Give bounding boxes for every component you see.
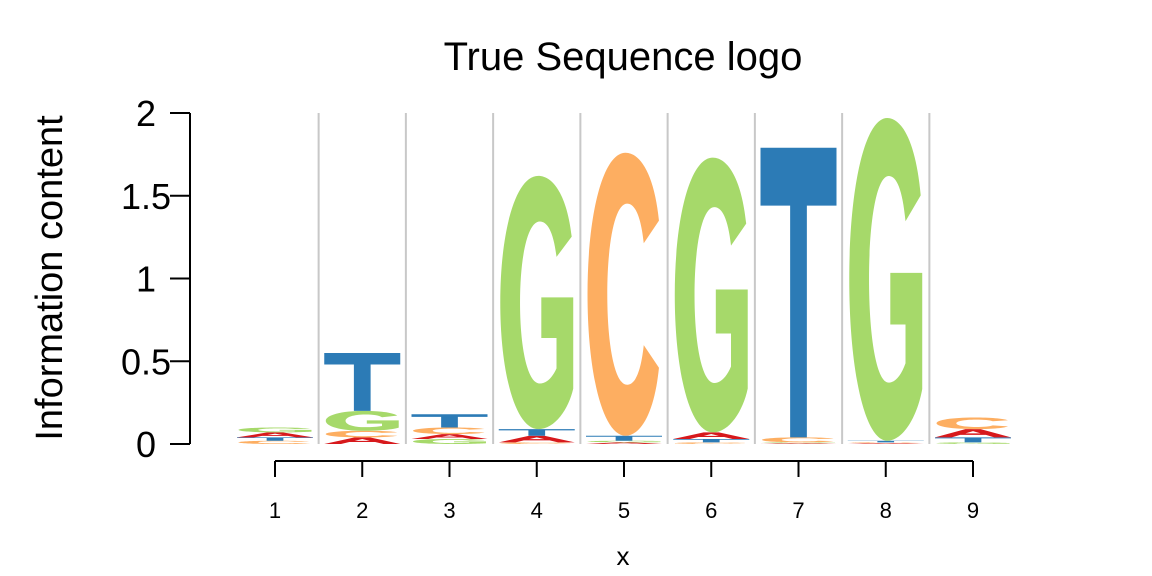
logo-letter-A: [673, 432, 750, 440]
grid-lines: [317, 113, 931, 444]
y-tick-label: 0.5: [121, 341, 171, 382]
logo-letter-A: [324, 437, 401, 444]
logo-letter-T: [324, 352, 401, 411]
logo-letter-T: [760, 147, 837, 438]
x-tick-label: 5: [618, 498, 630, 523]
logo-stack-8: [847, 117, 924, 444]
logo-letter-C: [762, 437, 834, 443]
logo-stack-5: [586, 152, 662, 444]
logo-stack-2: [324, 352, 401, 444]
logo-letter-A: [237, 432, 313, 438]
logo-letter-C: [325, 430, 398, 438]
logo-letter-T: [935, 437, 1011, 443]
logo-letter-C: [413, 427, 485, 435]
logo-letter-T: [673, 439, 750, 443]
x-tick-label: 9: [967, 498, 979, 523]
logo-letter-C: [674, 442, 747, 444]
logo-letter-G: [413, 439, 486, 444]
logo-letter-C: [500, 442, 572, 444]
logo-stack-4: [498, 175, 575, 444]
logo-letter-G: [674, 157, 748, 433]
logo-stacks: [237, 117, 1011, 444]
y-tick-label: 1: [136, 259, 156, 300]
y-tick-label: 2: [136, 93, 156, 134]
logo-letter-A: [586, 442, 662, 444]
logo-letter-A: [847, 443, 924, 444]
logo-letter-G: [849, 117, 923, 441]
logo-stack-6: [673, 157, 750, 444]
x-tick-label: 7: [792, 498, 804, 523]
chart-title: True Sequence logo: [444, 35, 803, 79]
logo-letter-G: [238, 427, 312, 433]
x-tick-label: 6: [705, 498, 717, 523]
x-tick-label: 4: [531, 498, 543, 523]
logo-letter-C: [936, 417, 1008, 430]
logo-letter-T: [411, 414, 488, 428]
logo-letter-C: [849, 442, 921, 444]
logo-letter-T: [847, 440, 924, 443]
logo-letter-C: [238, 440, 310, 444]
x-tick-label: 3: [443, 498, 455, 523]
logo-letter-T: [586, 435, 662, 441]
y-tick-label: 1.5: [121, 176, 171, 217]
logo-letter-A: [498, 435, 575, 443]
logo-stack-1: [237, 427, 313, 444]
logo-stack-7: [760, 147, 837, 444]
logo-letter-G: [587, 440, 661, 443]
x-axis-label: x: [617, 541, 630, 571]
logo-letter-A: [760, 443, 837, 444]
logo-letter-T: [498, 429, 575, 436]
logo-letter-G: [500, 175, 574, 430]
x-tick-label: 1: [269, 498, 281, 523]
y-tick-label: 0: [136, 424, 156, 465]
x-tick-label: 2: [356, 498, 368, 523]
logo-letter-A: [935, 429, 1011, 438]
logo-stack-3: [411, 414, 488, 444]
logo-letter-G: [325, 410, 399, 431]
logo-letter-A: [411, 434, 488, 440]
axes: 0 0.5 1 1.5 2 1 2 3 4 5 6 7 8 9: [121, 93, 979, 523]
y-axis-label: Information content: [29, 115, 71, 441]
logo-letter-G: [762, 442, 835, 444]
logo-letter-T: [237, 437, 313, 441]
logo-letter-C: [587, 152, 659, 436]
logo-letter-G: [936, 442, 1010, 444]
x-tick-label: 8: [880, 498, 892, 523]
logo-stack-9: [935, 417, 1011, 444]
